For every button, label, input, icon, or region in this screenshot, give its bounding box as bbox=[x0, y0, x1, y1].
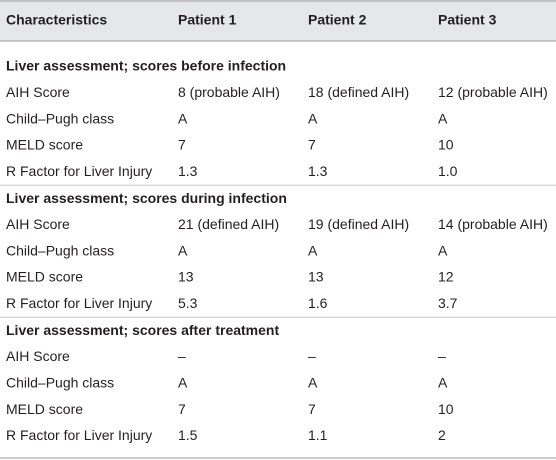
cell: 10 bbox=[438, 401, 454, 417]
cell: R Factor for Liver Injury bbox=[6, 295, 152, 311]
cell: 7 bbox=[308, 137, 316, 153]
cell: R Factor for Liver Injury bbox=[6, 163, 152, 179]
cell: Child–Pugh class bbox=[6, 110, 114, 126]
cell: 7 bbox=[308, 401, 316, 417]
cell: 5.3 bbox=[178, 295, 198, 311]
cell: 1.5 bbox=[178, 427, 198, 443]
section-title: Liver assessment; scores after treatment bbox=[6, 322, 279, 338]
cell: A bbox=[308, 110, 318, 126]
cell: A bbox=[438, 375, 448, 391]
cell: 1.3 bbox=[178, 163, 198, 179]
cell: 1.1 bbox=[308, 427, 328, 443]
cell: Child–Pugh class bbox=[6, 242, 114, 258]
cell: 1.6 bbox=[308, 295, 328, 311]
cell: 10 bbox=[438, 137, 454, 153]
cell: R Factor for Liver Injury bbox=[6, 427, 152, 443]
cell: AIH Score bbox=[6, 84, 70, 100]
cell: – bbox=[308, 348, 316, 364]
cell: MELD score bbox=[6, 137, 83, 153]
cell: 8 (probable AIH) bbox=[178, 84, 280, 100]
header-background bbox=[0, 0, 556, 41]
cell: MELD score bbox=[6, 401, 83, 417]
cell: 7 bbox=[178, 401, 186, 417]
cell: 19 (defined AIH) bbox=[308, 216, 409, 232]
header-cell: Characteristics bbox=[6, 12, 107, 28]
cell: A bbox=[438, 242, 448, 258]
cell: – bbox=[438, 348, 446, 364]
cell: A bbox=[308, 242, 318, 258]
cell: – bbox=[178, 348, 186, 364]
cell: AIH Score bbox=[6, 348, 70, 364]
cell: 3.7 bbox=[438, 295, 458, 311]
header-cell: Patient 1 bbox=[178, 12, 237, 28]
cell: A bbox=[308, 375, 318, 391]
cell: MELD score bbox=[6, 269, 83, 285]
cell: 1.0 bbox=[438, 163, 458, 179]
cell: 14 (probable AIH) bbox=[438, 216, 548, 232]
cell: A bbox=[178, 110, 188, 126]
cell: A bbox=[178, 242, 188, 258]
cell: 21 (defined AIH) bbox=[178, 216, 279, 232]
cell: Child–Pugh class bbox=[6, 375, 114, 391]
cell: 18 (defined AIH) bbox=[308, 84, 409, 100]
cell: 7 bbox=[178, 137, 186, 153]
section-title: Liver assessment; scores before infectio… bbox=[6, 58, 286, 74]
cell: AIH Score bbox=[6, 216, 70, 232]
header-cell: Patient 2 bbox=[308, 12, 367, 28]
cell: A bbox=[438, 110, 448, 126]
cell: 13 bbox=[308, 269, 324, 285]
cell: A bbox=[178, 375, 188, 391]
cell: 12 (probable AIH) bbox=[438, 84, 548, 100]
cell: 13 bbox=[178, 269, 194, 285]
section-title: Liver assessment; scores during infectio… bbox=[6, 190, 287, 206]
cell: 12 bbox=[438, 269, 454, 285]
header-cell: Patient 3 bbox=[438, 12, 497, 28]
cell: 1.3 bbox=[308, 163, 328, 179]
cell: 2 bbox=[438, 427, 446, 443]
